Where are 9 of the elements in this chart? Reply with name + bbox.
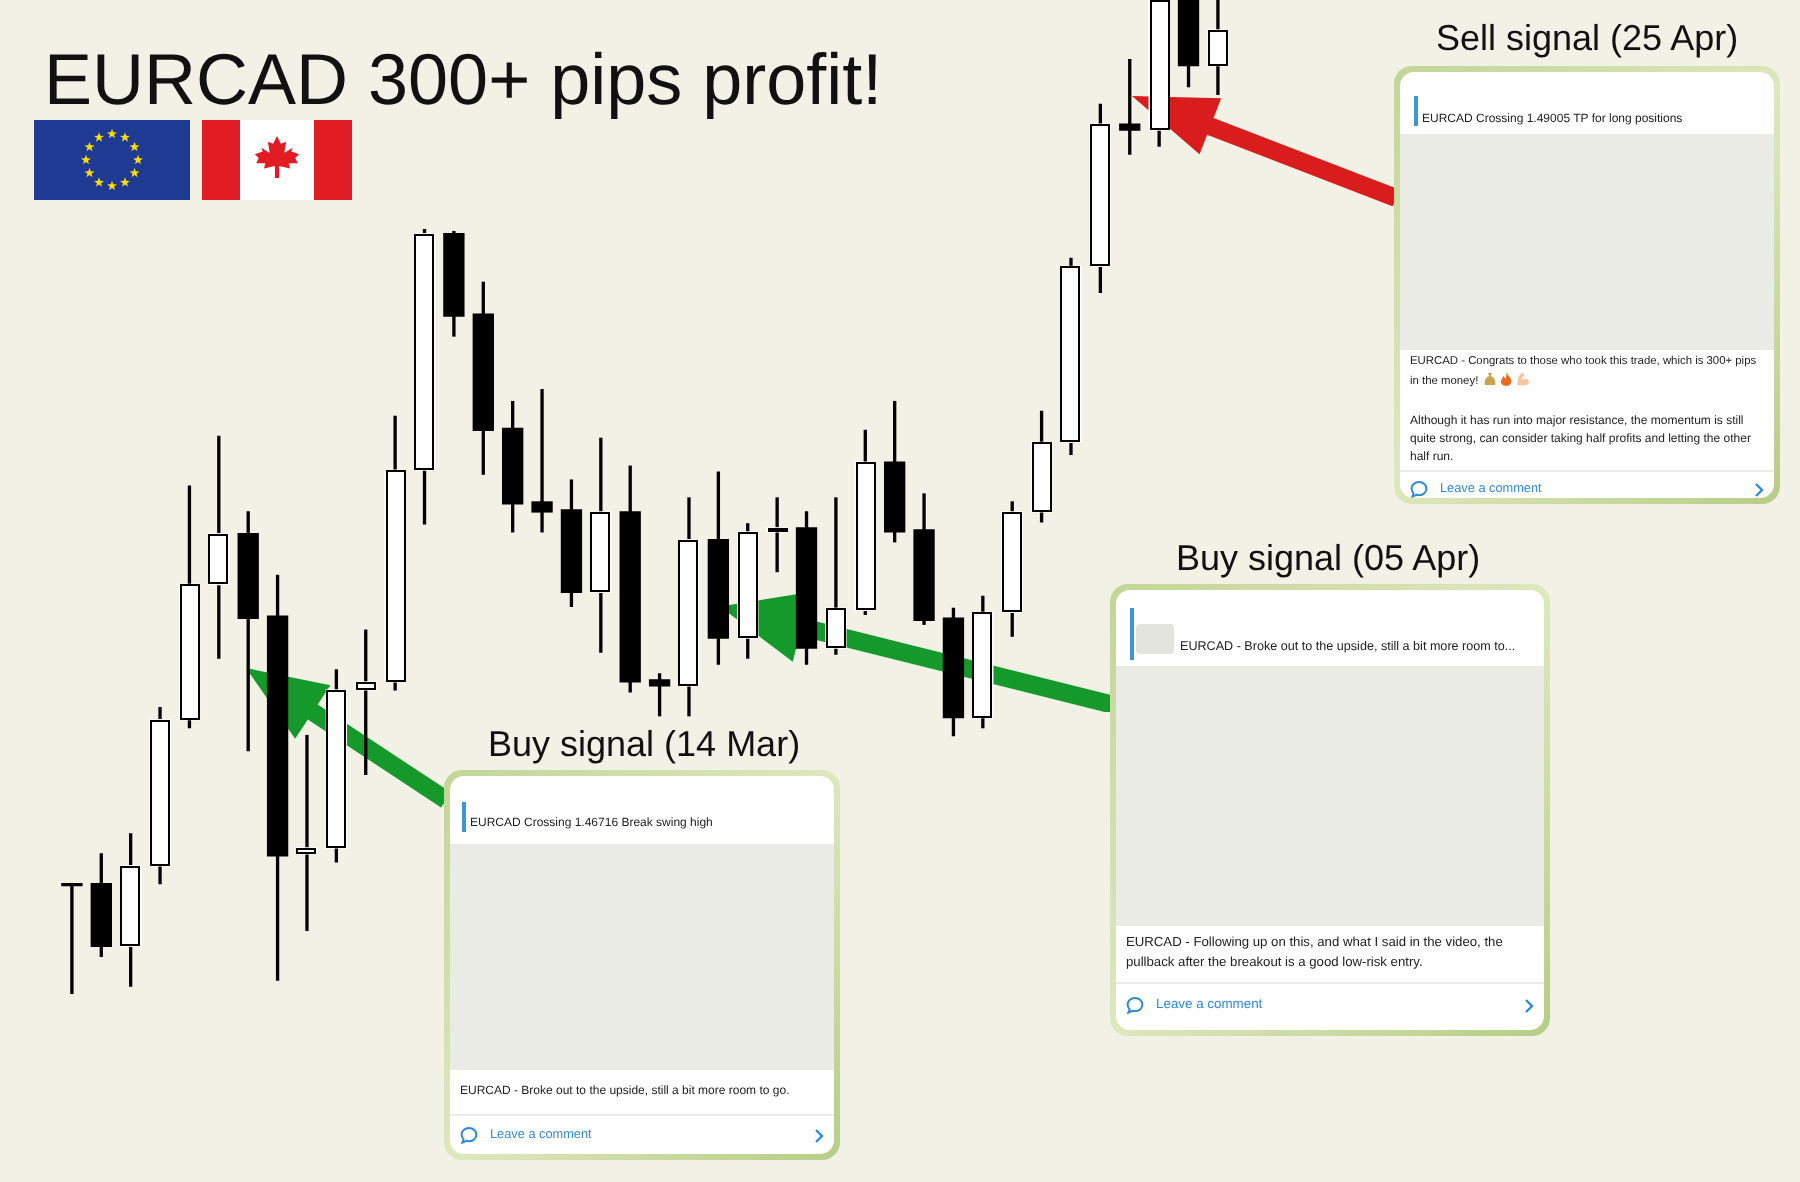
text: EURCAD 300+ pips profit! xyxy=(44,38,883,120)
annotation: Buy signal (14 Mar) xyxy=(488,724,801,764)
candlestick xyxy=(61,883,83,994)
text: Sell signal (25 Apr) xyxy=(1436,18,1739,58)
annotation: Buy signal (05 Apr) xyxy=(1176,538,1481,578)
candlestick xyxy=(766,497,788,573)
candlestick xyxy=(825,497,847,655)
candlestick xyxy=(531,388,553,533)
candlestick xyxy=(296,734,318,932)
